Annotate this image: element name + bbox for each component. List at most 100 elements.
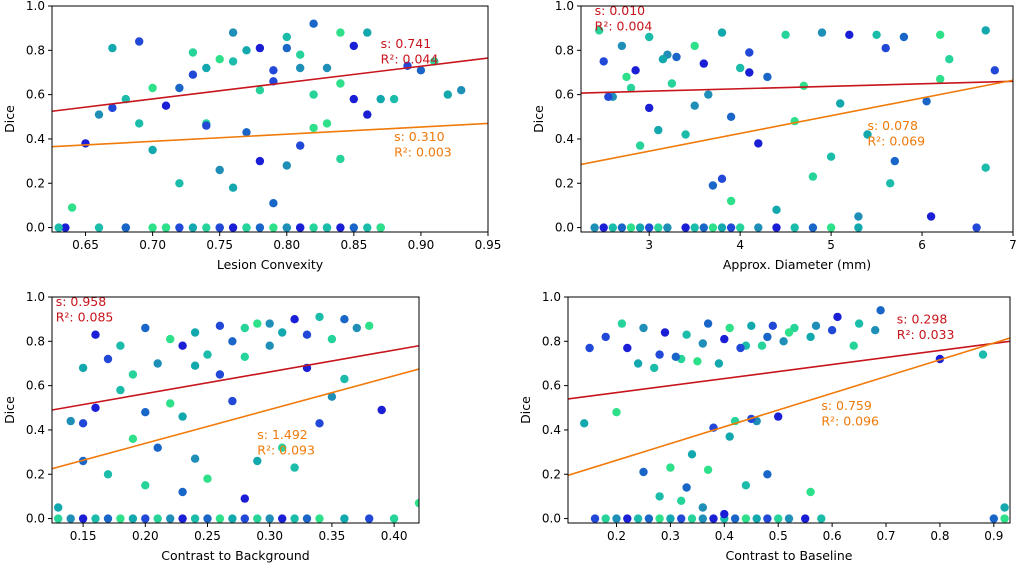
orange-fit-line <box>581 79 1013 166</box>
data-point <box>365 514 374 523</box>
data-point <box>269 199 278 208</box>
data-point <box>754 223 763 232</box>
data-point <box>890 156 899 166</box>
data-point <box>763 470 772 479</box>
data-point <box>626 83 636 93</box>
data-point <box>590 223 599 232</box>
x-tick-label: 0.75 <box>206 238 233 252</box>
x-tick-label: 0.4 <box>715 529 734 543</box>
data-point <box>717 174 727 183</box>
data-point <box>687 450 697 459</box>
y-tick-label: 0.6 <box>26 379 45 393</box>
data-point <box>811 321 821 330</box>
data-point <box>148 223 157 232</box>
x-tick-label: 0.20 <box>132 529 159 543</box>
x-tick-label: 0.30 <box>256 529 283 543</box>
y-axis-label: Dice <box>518 396 533 424</box>
red-fit-slope-label: s: 0.298 <box>897 312 948 327</box>
data-point <box>190 454 200 463</box>
data-point <box>178 487 187 497</box>
data-point <box>340 514 349 523</box>
data-point <box>349 41 358 51</box>
data-point <box>990 66 999 75</box>
data-point <box>682 330 691 339</box>
data-point <box>240 494 249 503</box>
data-point <box>161 223 171 232</box>
data-point <box>94 110 104 119</box>
data-point <box>639 323 648 333</box>
data-point <box>876 306 885 315</box>
data-point <box>363 28 372 37</box>
data-point <box>799 81 808 91</box>
data-point <box>228 337 237 346</box>
data-point <box>253 514 262 523</box>
data-point <box>698 339 707 348</box>
data-point <box>78 363 88 373</box>
data-point <box>265 341 274 350</box>
data-point <box>663 223 672 232</box>
data-point <box>240 323 249 333</box>
orange-fit-r2-label: R²: 0.003 <box>394 145 452 160</box>
data-point <box>363 223 372 232</box>
data-point <box>269 66 278 75</box>
data-point <box>135 37 144 46</box>
data-point <box>108 43 117 53</box>
y-tick-label: 0.6 <box>542 379 561 393</box>
data-point <box>612 408 621 417</box>
data-point <box>215 370 225 379</box>
data-point <box>242 223 251 232</box>
data-point <box>677 496 686 505</box>
data-point <box>622 72 631 82</box>
data-point <box>349 223 358 232</box>
data-point <box>166 399 175 408</box>
data-point <box>854 212 863 221</box>
orange-fit-slope-label: s: 1.492 <box>257 427 307 442</box>
x-tick-label: 0.85 <box>340 238 367 252</box>
data-point <box>148 83 157 93</box>
data-point <box>336 154 345 164</box>
data-point <box>655 492 664 501</box>
data-point <box>322 119 332 128</box>
data-point <box>153 443 162 452</box>
x-tick-label: 0.80 <box>273 238 300 252</box>
data-point <box>202 63 211 73</box>
data-point <box>103 470 113 479</box>
data-point <box>240 514 249 523</box>
data-point <box>708 223 718 232</box>
x-tick-label: 3 <box>645 238 653 252</box>
data-point <box>148 145 157 155</box>
x-axis-label: Lesion Convexity <box>217 257 324 272</box>
data-point <box>141 408 150 417</box>
data-point <box>296 141 305 150</box>
data-point <box>666 514 675 523</box>
data-point <box>666 463 675 472</box>
data-point <box>322 223 332 232</box>
data-point <box>774 412 783 421</box>
data-point <box>714 359 724 368</box>
data-point <box>278 514 287 523</box>
orange-fit-line <box>52 368 419 470</box>
data-point <box>54 503 63 512</box>
data-point <box>681 223 690 232</box>
data-point <box>240 352 249 361</box>
data-point <box>302 330 312 339</box>
x-tick-label: 0.8 <box>930 529 949 543</box>
data-point <box>936 30 945 39</box>
data-point <box>608 223 617 232</box>
data-point <box>650 363 659 373</box>
data-point <box>655 514 664 523</box>
data-point <box>282 223 291 232</box>
x-tick-label: 0.35 <box>319 529 346 543</box>
x-tick-label: 0.3 <box>661 529 680 543</box>
data-point <box>215 223 224 232</box>
orange-fit-r2-label: R²: 0.096 <box>821 414 879 429</box>
data-point <box>617 319 627 328</box>
data-point <box>978 350 988 359</box>
data-point <box>768 321 777 330</box>
y-tick-label: 1.0 <box>26 0 45 13</box>
data-point <box>886 179 895 188</box>
y-tick-label: 0.2 <box>26 467 45 481</box>
data-point <box>228 514 237 523</box>
x-tick-label: 0.70 <box>139 238 166 252</box>
data-point <box>290 315 299 324</box>
